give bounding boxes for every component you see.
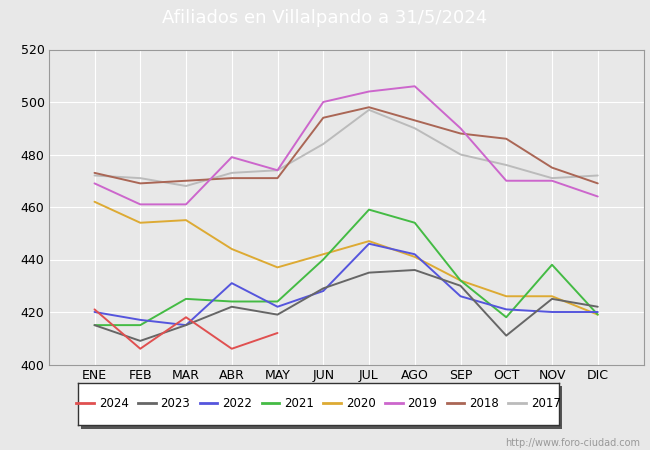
Legend: 2024, 2023, 2022, 2021, 2020, 2019, 2018, 2017: 2024, 2023, 2022, 2021, 2020, 2019, 2018…	[74, 395, 563, 413]
Text: http://www.foro-ciudad.com: http://www.foro-ciudad.com	[505, 438, 640, 448]
Text: Afiliados en Villalpando a 31/5/2024: Afiliados en Villalpando a 31/5/2024	[162, 9, 488, 27]
